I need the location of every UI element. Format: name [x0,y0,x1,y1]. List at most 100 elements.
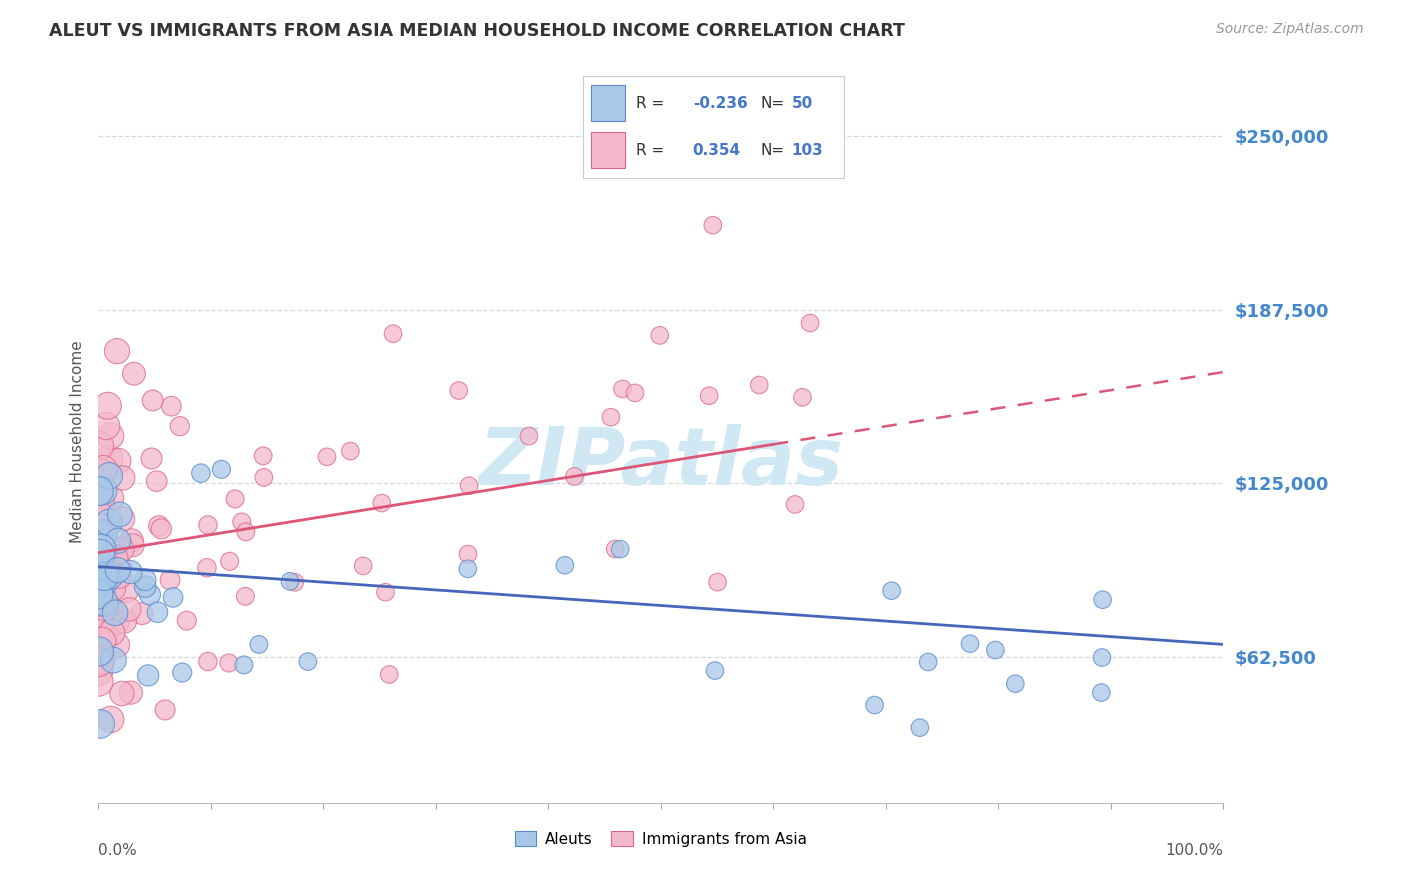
Point [880,583,903,598]
Point [89,494,111,508]
Point [118,602,141,616]
Point [93,558,115,573]
Point [235,590,257,604]
Point [278,574,301,589]
Point [87,573,110,587]
Point [114,614,136,628]
Point [89,585,111,599]
Point [89,554,111,568]
Point [101,581,124,595]
Point [87,587,110,601]
Point [100,713,122,727]
Text: R =: R = [636,144,664,158]
Legend: Aleuts, Immigrants from Asia: Aleuts, Immigrants from Asia [509,825,813,853]
Point [105,638,128,652]
Point [100,429,122,443]
Point [103,653,125,667]
Point [93,575,115,590]
Point [87,674,110,689]
Text: ALEUT VS IMMIGRANTS FROM ASIA MEDIAN HOUSEHOLD INCOME CORRELATION CHART: ALEUT VS IMMIGRANTS FROM ASIA MEDIAN HOU… [49,22,905,40]
Point [778,137,800,152]
Point [89,717,111,731]
Point [97,562,120,576]
Point [90,634,112,648]
Point [98,451,121,466]
Point [917,655,939,669]
Point [169,419,191,434]
Point [612,382,634,396]
Text: 103: 103 [792,144,824,158]
Point [120,565,142,579]
Point [316,450,339,464]
Point [90,613,112,627]
Point [111,686,134,700]
Point [704,664,727,678]
Point [218,656,240,670]
Point [115,583,138,598]
Point [908,721,931,735]
Point [87,508,110,523]
Point [91,462,114,476]
Point [108,569,131,583]
Point [799,316,821,330]
Point [107,563,129,577]
Point [91,521,114,535]
Point [176,614,198,628]
Point [564,469,586,483]
Point [142,393,165,408]
Point [111,542,134,557]
Point [108,508,131,522]
Point [107,533,129,548]
Point [624,385,647,400]
Point [235,524,257,539]
Point [378,667,401,681]
Point [98,569,121,583]
Point [1091,592,1114,607]
Point [90,653,112,667]
Point [131,607,153,621]
Text: R =: R = [636,96,664,111]
Point [104,550,127,565]
Point [98,468,121,483]
Point [107,454,129,468]
Point [98,543,121,558]
Text: 50: 50 [792,96,813,111]
Point [91,543,114,558]
Point [554,558,576,573]
Point [122,367,145,381]
Point [457,562,479,576]
Point [458,478,481,492]
Point [100,491,122,506]
Point [297,655,319,669]
Point [90,541,112,556]
Point [160,399,183,413]
Point [97,399,120,413]
Point [93,569,115,583]
Point [98,516,121,530]
Point [136,668,159,682]
Point [1004,676,1026,690]
Point [447,384,470,398]
Point [105,615,128,629]
Point [134,573,156,587]
Text: 0.0%: 0.0% [98,843,138,857]
Text: N=: N= [761,144,785,158]
Point [232,657,254,672]
Point [162,591,184,605]
Text: 100.0%: 100.0% [1166,843,1223,857]
Point [370,496,392,510]
Point [108,559,131,574]
Point [648,328,671,343]
Point [121,533,143,548]
Y-axis label: Median Household Income: Median Household Income [69,340,84,543]
Point [706,575,728,590]
Text: N=: N= [761,96,785,111]
Text: ZIPatlas: ZIPatlas [478,425,844,502]
Point [252,449,274,463]
Point [457,547,479,561]
Point [339,444,361,458]
Point [959,637,981,651]
Point [139,588,162,602]
Point [783,497,806,511]
Text: -0.236: -0.236 [693,96,748,111]
